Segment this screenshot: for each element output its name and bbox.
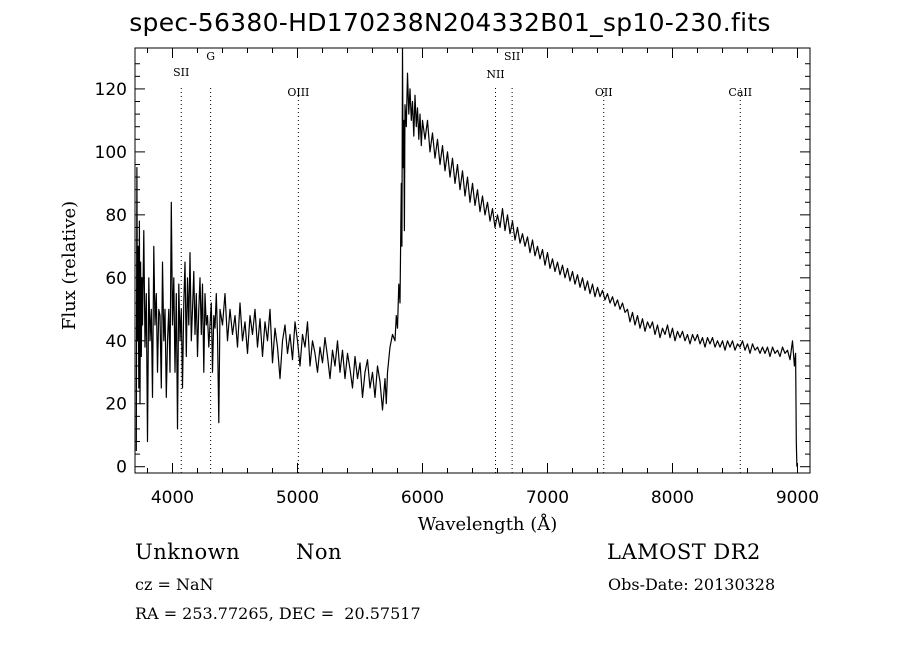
y-tick-label: 0 [116,458,127,478]
survey-label: LAMOST DR2 [607,540,761,564]
object-class: Unknown [135,540,241,564]
spectral-line-label: CaII [728,86,752,99]
spectrum-line [135,47,798,467]
spectral-line-label: SII [173,66,189,79]
x-tick-label: 5000 [276,488,319,508]
x-tick-label: 4000 [151,488,194,508]
y-tick-label: 120 [95,80,127,100]
spectral-line-label: SII [504,50,520,63]
y-tick-label: 100 [95,143,127,163]
y-tick-label: 20 [105,395,127,415]
spectral-line-label: OII [595,86,613,99]
y-tick-label: 40 [105,332,127,352]
obs-date-label: Obs-Date: 20130328 [608,575,776,594]
redshift-label: cz = NaN [135,575,214,594]
x-tick-label: 7000 [526,488,569,508]
spectral-line-label: OIII [287,86,309,99]
plot-frame [134,47,811,474]
spectral-line-label: G [206,50,215,63]
object-subclass: Non [296,540,343,564]
x-tick-label: 9000 [776,488,819,508]
chart-title: spec-56380-HD170238N204332B01_sp10-230.f… [129,8,771,37]
y-tick-label: 80 [105,206,127,226]
spectral-line-label: NII [486,68,504,81]
y-tick-label: 60 [105,269,127,289]
x-axis-label: Wavelength (Å) [418,513,558,535]
x-tick-label: 6000 [401,488,444,508]
y-axis-label: Flux (relative) [59,201,80,330]
x-tick-label: 8000 [651,488,694,508]
coordinates-label: RA = 253.77265, DEC = 20.57517 [135,604,421,623]
